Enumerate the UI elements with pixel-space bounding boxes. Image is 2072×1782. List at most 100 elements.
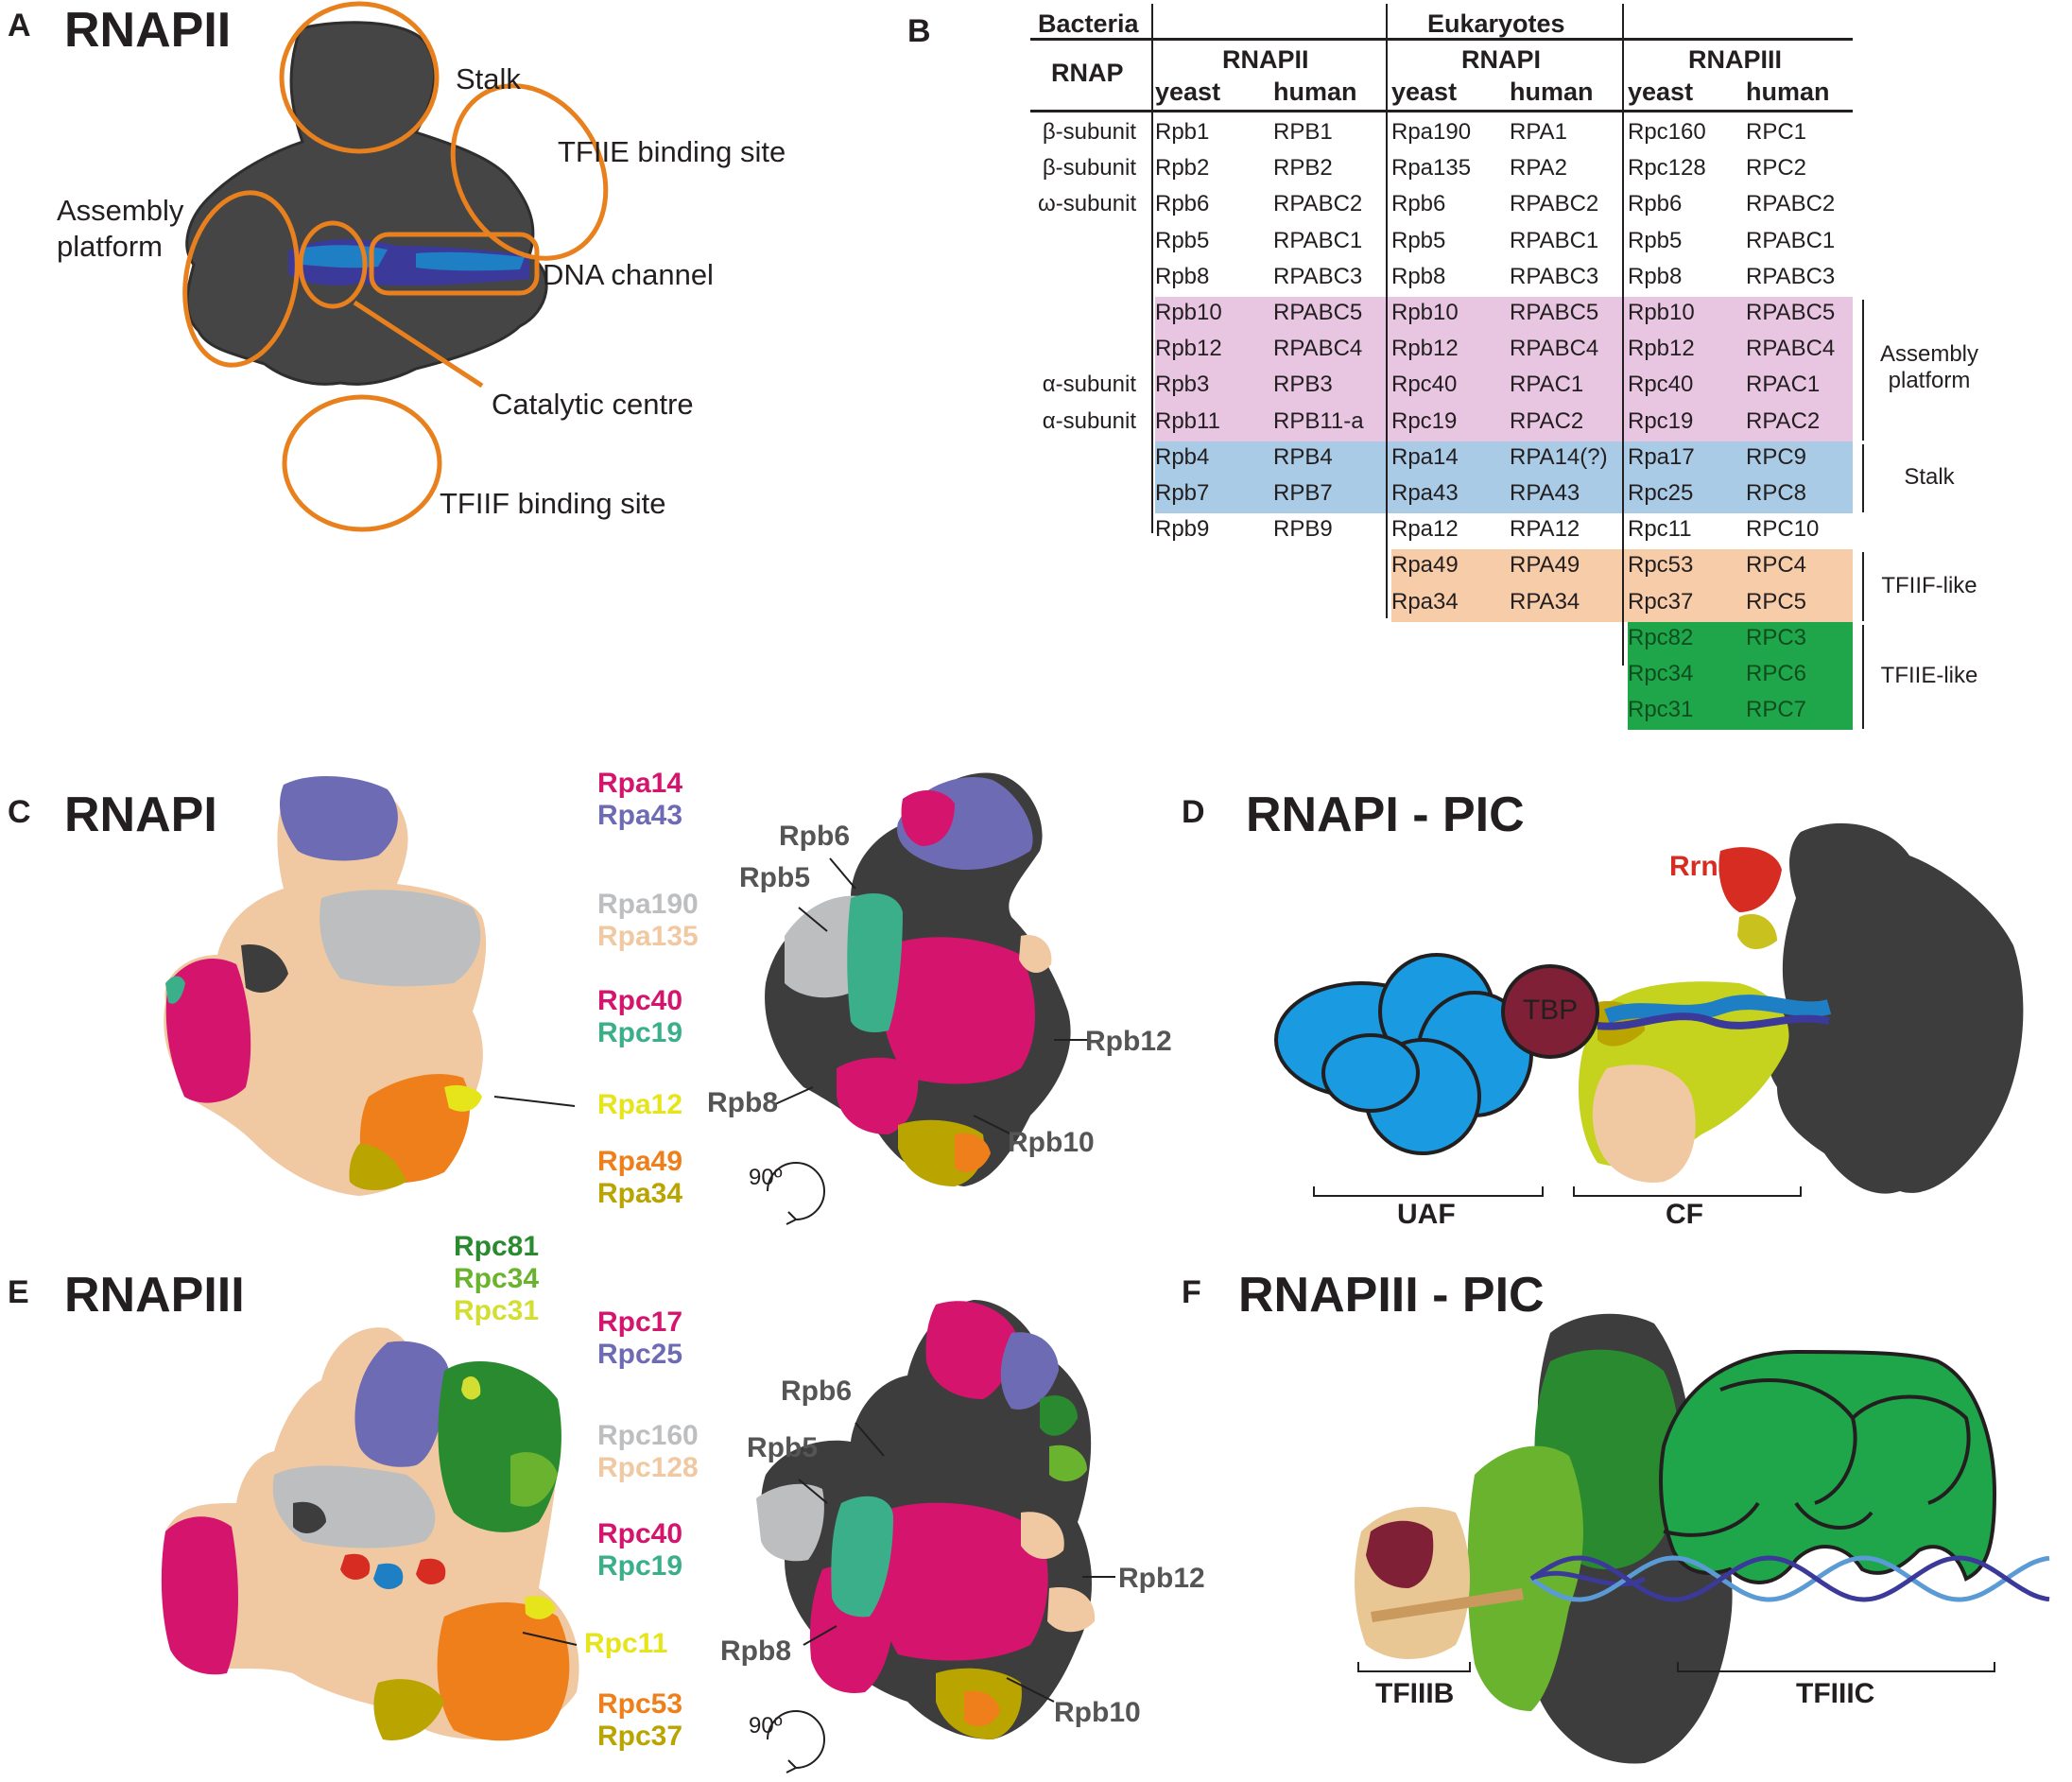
label-rpb5-c: Rpb5 (739, 862, 810, 893)
table-cell-rnap-class: α-subunit (1042, 372, 1136, 398)
table-cell: RPAC2 (1746, 407, 1821, 434)
table-cell: Rpc25 (1628, 480, 1694, 506)
table-cell: RPB1 (1273, 119, 1333, 145)
header-rnap: RNAP (1051, 59, 1124, 87)
table-cell: RPABC1 (1746, 227, 1836, 253)
table-cell: Rpc128 (1628, 155, 1706, 182)
table-cell: RPABC5 (1273, 300, 1363, 325)
table-cell: Rpb10 (1155, 300, 1222, 325)
table-cell: RPABC5 (1746, 300, 1836, 325)
group-bracket-0 (1862, 300, 1864, 441)
table-cell: Rpc19 (1391, 407, 1458, 434)
table-cell: Rpb11 (1155, 407, 1220, 434)
label-rpb10-e: Rpb10 (1054, 1697, 1141, 1728)
label-platform: platform (57, 230, 163, 263)
panel-e-legend-top: Rpc81 Rpc34 Rpc31 (454, 1231, 586, 1344)
panel-letter-c: C (8, 794, 31, 830)
label-rpb12-c: Rpb12 (1085, 1026, 1172, 1057)
table-cell: Rpb6 (1391, 191, 1446, 217)
table-rule-top (1030, 38, 1853, 41)
legend-item-rpa12: Rpa12 (597, 1089, 683, 1120)
rotation-label-e: 90º (749, 1713, 783, 1739)
table-cell: Rpa135 (1391, 155, 1472, 182)
group-label-tfiie-like: TFIIE-like (1880, 663, 1978, 689)
table-cell-rnap-class: β-subunit (1042, 155, 1136, 182)
table-cell: Rpc11 (1628, 516, 1692, 543)
label-rpb5-e: Rpb5 (747, 1432, 818, 1463)
table-cell: Rpb1 (1155, 119, 1210, 145)
table-cell: Rpa14 (1391, 443, 1459, 470)
panel-c-title: RNAPI (64, 787, 217, 842)
table-cell: RPA1 (1510, 119, 1567, 145)
table-cell: RPC9 (1746, 443, 1807, 470)
rotation-label-c: 90º (749, 1165, 783, 1190)
table-cell: RPABC4 (1746, 336, 1836, 362)
table-cell: RPABC2 (1273, 191, 1363, 217)
table-cell: Rpb7 (1155, 480, 1210, 506)
table-cell: Rpb10 (1391, 300, 1459, 325)
label-rpb6-e: Rpb6 (781, 1375, 852, 1407)
dna-strand (1529, 1555, 2050, 1602)
table-band-0 (1155, 297, 1853, 441)
table-cell: RPABC3 (1746, 263, 1836, 289)
label-rpb10-c: Rpb10 (1008, 1127, 1095, 1158)
table-cell: Rpa43 (1391, 480, 1459, 506)
table-cell: RPABC2 (1746, 191, 1836, 217)
table-cell: RPA12 (1510, 516, 1580, 543)
table-cell: RPA43 (1510, 480, 1580, 506)
table-cell: RPA34 (1510, 588, 1580, 614)
table-cell: Rpb8 (1391, 263, 1446, 289)
panel-letter-e: E (8, 1274, 29, 1310)
bracket-label-tfiiic: TFIIIC (1796, 1678, 1875, 1709)
table-cell: RPC8 (1746, 480, 1807, 506)
table-cell: Rpc160 (1628, 119, 1706, 145)
panel-d-title: RNAPI - PIC (1246, 787, 1525, 842)
table-cell: RPABC5 (1510, 300, 1599, 325)
header-species-2: yeast (1391, 78, 1458, 106)
table-cell: Rpc40 (1391, 372, 1458, 398)
panel-letter-f: F (1182, 1274, 1201, 1310)
table-cell: RPC1 (1746, 119, 1807, 145)
table-cell: RPAC1 (1746, 372, 1821, 398)
table-cell: Rpb8 (1628, 263, 1683, 289)
table-cell: RPAC1 (1510, 372, 1584, 398)
bracket-label-uaf: UAF (1397, 1199, 1456, 1230)
legend-item-rpc17: Rpc17 (597, 1306, 683, 1338)
table-vline-2 (1386, 4, 1388, 618)
panel-c-legend: Rpa14 Rpa43 Rpa190 Rpa135 Rpc40 Rpc19 Rpa12 Rpa… (597, 768, 749, 1212)
table-cell: RPABC4 (1510, 336, 1599, 362)
group-bracket-2 (1862, 552, 1864, 621)
table-cell: Rpc82 (1628, 624, 1694, 650)
panel-letter-d: D (1182, 794, 1205, 830)
header-species-0: yeast (1155, 78, 1221, 106)
subunit-table: Bacteria Eukaryotes RNAP RNAPII RNAPI RNAPIII… (0, 0, 2072, 737)
panel-f-title: RNAPIII - PIC (1238, 1268, 1545, 1323)
legend-item-rpc37: Rpc37 (597, 1721, 683, 1752)
table-cell: RPABC1 (1273, 227, 1363, 253)
table-cell: RPABC2 (1510, 191, 1599, 217)
table-cell: Rpb12 (1628, 336, 1695, 362)
table-cell: RPA2 (1510, 155, 1567, 182)
label-rpb8-c: Rpb8 (707, 1087, 778, 1118)
header-rnapii: RNAPII (1222, 45, 1309, 74)
table-cell: Rpc37 (1628, 588, 1694, 614)
header-rnapiii: RNAPIII (1688, 45, 1783, 74)
panel-e-legend: Rpc17 Rpc25 Rpc160 Rpc128 Rpc40 Rpc19 Rpc11 Rpc… (584, 1306, 758, 1752)
table-cell: Rpc40 (1628, 372, 1694, 398)
panel-letter-a: A (8, 8, 31, 43)
label-tfiie-binding-site: TFIIE binding site (558, 135, 786, 168)
table-cell: RPB9 (1273, 516, 1333, 543)
legend-item-rpa34: Rpa34 (597, 1178, 683, 1209)
table-cell: RPC3 (1746, 624, 1807, 650)
table-cell: RPAC2 (1510, 407, 1584, 434)
table-cell: RPB2 (1273, 155, 1333, 182)
table-cell: RPABC3 (1510, 263, 1599, 289)
table-band-1 (1155, 441, 1853, 514)
legend-item-rpa190: Rpa190 (597, 889, 699, 920)
table-cell: RPC5 (1746, 588, 1807, 614)
panel-a-title: RNAPII (64, 3, 232, 58)
table-cell: RPA49 (1510, 552, 1580, 579)
